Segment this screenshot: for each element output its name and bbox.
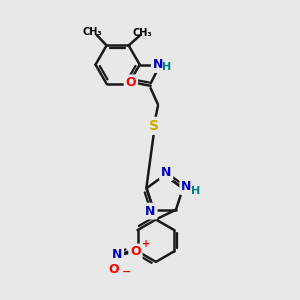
Text: N: N bbox=[153, 58, 163, 71]
Text: O: O bbox=[130, 245, 141, 258]
Text: CH₃: CH₃ bbox=[82, 27, 102, 37]
Text: N: N bbox=[145, 205, 156, 218]
Text: N: N bbox=[161, 166, 171, 179]
Text: H: H bbox=[162, 62, 171, 72]
Text: +: + bbox=[142, 238, 150, 249]
Text: O: O bbox=[125, 76, 136, 89]
Text: N: N bbox=[181, 180, 192, 193]
Text: CH₃: CH₃ bbox=[133, 28, 152, 38]
Text: S: S bbox=[149, 119, 159, 133]
Text: O: O bbox=[109, 263, 119, 276]
Text: H: H bbox=[191, 186, 200, 196]
Text: N: N bbox=[112, 248, 122, 261]
Text: −: − bbox=[122, 267, 132, 277]
